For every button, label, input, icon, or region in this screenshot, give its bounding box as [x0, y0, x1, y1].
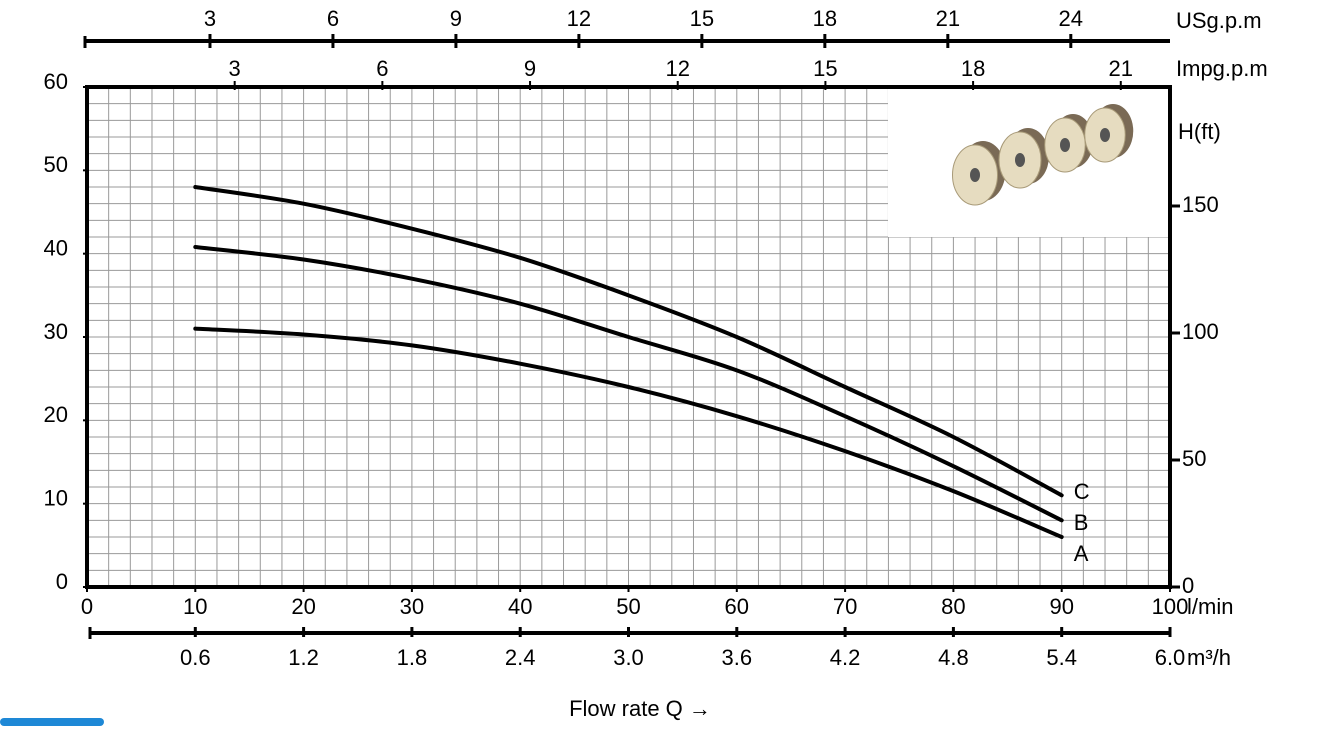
y-tick-label: 30 [44, 319, 68, 344]
x2-tick-label: 3.0 [613, 645, 644, 670]
top-tick-label: 6 [376, 56, 388, 81]
x-tick-label: 60 [725, 594, 749, 619]
top-tick-label: 6 [327, 6, 339, 31]
x2-tick-label: 2.4 [505, 645, 536, 670]
top-tick-label: 15 [813, 56, 837, 81]
impeller-hub [1100, 128, 1110, 142]
x-tick-label: 40 [508, 594, 532, 619]
curve [193, 185, 1064, 498]
y-tick-label: 50 [44, 152, 68, 177]
x-tick-label: 50 [616, 594, 640, 619]
top-tick-label: 3 [229, 56, 241, 81]
impeller-hub [1060, 138, 1070, 152]
y2-tick-label: 150 [1182, 192, 1219, 217]
top-tick-label: 9 [524, 56, 536, 81]
top-tick-label: 12 [567, 6, 591, 31]
impeller-hub [970, 168, 980, 182]
curve [193, 326, 1064, 539]
x-unit: l/min [1187, 594, 1233, 619]
y-tick-label: 0 [56, 569, 68, 594]
x-tick-label: 20 [291, 594, 315, 619]
y-tick-label: 40 [44, 235, 68, 260]
x-tick-label: 30 [400, 594, 424, 619]
y2-tick-label: 0 [1182, 573, 1194, 598]
top-tick-label: 3 [204, 6, 216, 31]
y-tick-label: 10 [44, 485, 68, 510]
x2-unit: m³/h [1187, 645, 1231, 670]
y2-tick-label: 100 [1182, 319, 1219, 344]
x-tick-label: 0 [81, 594, 93, 619]
ui-tab [0, 718, 104, 726]
top-tick-label: 15 [690, 6, 714, 31]
impeller-hub [1015, 153, 1025, 167]
curve [193, 245, 1064, 523]
y-tick-label: 20 [44, 402, 68, 427]
y2-axis-title: H(ft) [1178, 119, 1221, 144]
top-tick-label: 24 [1059, 6, 1083, 31]
x2-tick-label: 3.6 [722, 645, 753, 670]
curve-label: C [1074, 479, 1090, 504]
y2-tick-label: 50 [1182, 446, 1206, 471]
x2-tick-label: 6.0 [1155, 645, 1186, 670]
x2-tick-label: 4.2 [830, 645, 861, 670]
curve-label: B [1074, 510, 1089, 535]
x-tick-label: 70 [833, 594, 857, 619]
x-tick-label: 90 [1049, 594, 1073, 619]
top-axis-unit: Impg.p.m [1176, 56, 1268, 81]
top-tick-label: 21 [936, 6, 960, 31]
top-tick-label: 18 [813, 6, 837, 31]
top-axis-unit: USg.p.m [1176, 8, 1262, 33]
x-tick-label: 100 [1152, 594, 1189, 619]
x-tick-label: 10 [183, 594, 207, 619]
x2-tick-label: 0.6 [180, 645, 211, 670]
top-tick-label: 9 [450, 6, 462, 31]
top-tick-label: 12 [665, 56, 689, 81]
top-tick-label: 18 [961, 56, 985, 81]
x-axis-title: Flow rate Q → [569, 696, 711, 721]
y-tick-label: 60 [44, 69, 68, 94]
x2-tick-label: 1.8 [397, 645, 428, 670]
x2-tick-label: 1.2 [288, 645, 319, 670]
x2-tick-label: 5.4 [1046, 645, 1077, 670]
curve-label: A [1074, 541, 1089, 566]
product-image [888, 89, 1168, 237]
x-tick-label: 80 [941, 594, 965, 619]
top-tick-label: 21 [1109, 56, 1133, 81]
x2-tick-label: 4.8 [938, 645, 969, 670]
